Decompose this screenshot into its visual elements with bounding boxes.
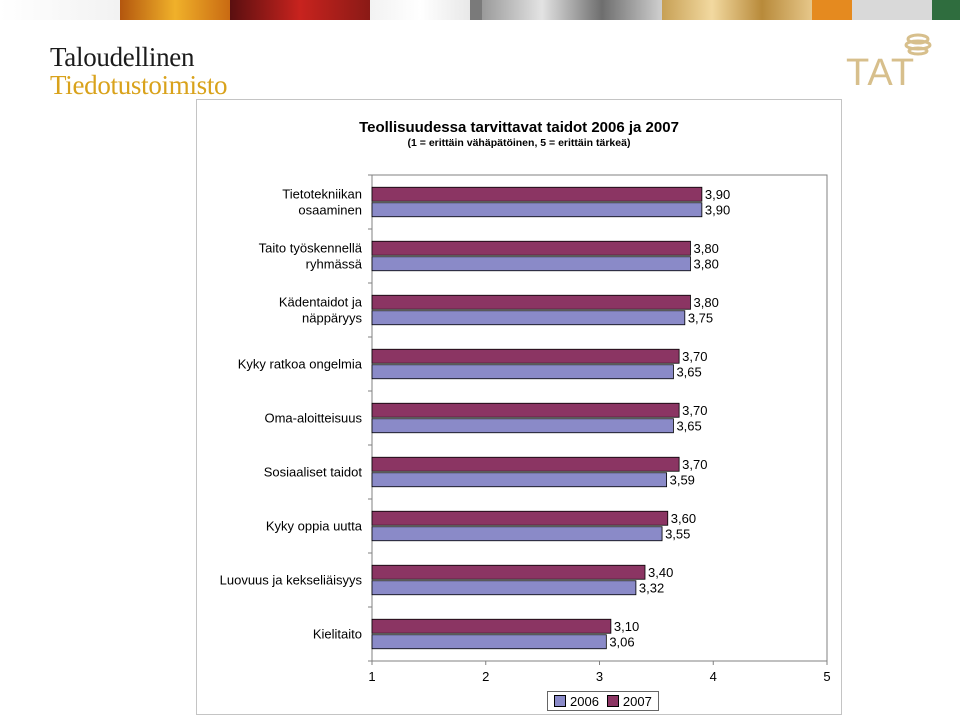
logo-tat-text: TAT — [846, 52, 916, 94]
bar-2006 — [371, 202, 703, 218]
bar-chart: 3,903,90Tietotekniikanosaaminen3,803,80T… — [220, 174, 831, 684]
category-label: Sosiaaliset taidot — [264, 465, 363, 480]
data-label-2006: 3,32 — [639, 580, 664, 595]
category-label: Kyky oppia uutta — [266, 519, 363, 534]
legend: 2006 2007 — [547, 691, 659, 711]
legend-item-2007: 2007 — [606, 693, 652, 709]
bar-2006 — [371, 634, 607, 650]
logo-line-2: Tiedotustoimisto — [50, 70, 228, 100]
category-label: Tietotekniikan — [282, 187, 362, 202]
bar-2007 — [371, 402, 680, 418]
data-label-2006: 3,80 — [694, 256, 719, 271]
bar-2007 — [371, 510, 669, 526]
data-label-2007: 3,80 — [694, 241, 719, 256]
category-label: Taito työskennellä — [259, 241, 363, 256]
logo-line-1: Taloudellinen — [50, 42, 195, 72]
category-label: ryhmässä — [306, 257, 363, 272]
category-label: näppäryys — [302, 311, 362, 326]
data-label-2007: 3,80 — [694, 295, 719, 310]
data-label-2007: 3,10 — [614, 619, 639, 634]
legend-label-2006: 2006 — [570, 693, 599, 709]
category-label: osaaminen — [298, 203, 362, 218]
bar-2007 — [371, 564, 646, 580]
data-label-2006: 3,75 — [688, 310, 713, 325]
bar-2006 — [371, 526, 663, 542]
category-label: Oma-aloitteisuus — [264, 411, 362, 426]
header-banner — [0, 0, 960, 20]
category-label: Kielitaito — [313, 627, 362, 642]
x-tick-label: 5 — [823, 669, 830, 684]
bar-2006 — [371, 256, 691, 272]
bar-2007 — [371, 294, 691, 310]
data-label-2006: 3,65 — [676, 418, 701, 433]
data-label-2007: 3,40 — [648, 565, 673, 580]
swirl-icon — [904, 33, 932, 56]
bar-2006 — [371, 310, 686, 326]
bar-2006 — [371, 364, 674, 380]
data-label-2006: 3,59 — [670, 472, 695, 487]
data-label-2006: 3,65 — [676, 364, 701, 379]
chart-frame: Teollisuudessa tarvittavat taidot 2006 j… — [196, 99, 842, 715]
data-label-2007: 3,70 — [682, 403, 707, 418]
data-label-2007: 3,70 — [682, 349, 707, 364]
logo-tat: TAT — [846, 30, 936, 94]
data-label-2006: 3,55 — [665, 526, 690, 541]
data-label-2007: 3,70 — [682, 457, 707, 472]
x-tick-label: 4 — [710, 669, 717, 684]
bar-2007 — [371, 240, 691, 256]
bar-2007 — [371, 618, 612, 634]
x-tick-label: 1 — [368, 669, 375, 684]
data-label-2007: 3,90 — [705, 187, 730, 202]
bar-2007 — [371, 456, 680, 472]
plot-area — [371, 174, 828, 662]
bar-2006 — [371, 580, 637, 596]
bar-2007 — [371, 186, 703, 202]
legend-item-2006: 2006 — [554, 694, 599, 709]
legend-swatch-2006 — [554, 695, 566, 707]
bar-2006 — [371, 418, 674, 434]
bar-2007 — [371, 348, 680, 364]
legend-swatch-2007 — [606, 695, 619, 707]
chart-subtitle: (1 = erittäin vähäpätöinen, 5 = erittäin… — [407, 137, 631, 149]
x-tick-label: 3 — [596, 669, 603, 684]
category-label: Kädentaidot ja — [279, 295, 363, 310]
chart-title: Teollisuudessa tarvittavat taidot 2006 j… — [359, 119, 679, 136]
logo-taloudellinen-tiedotustoimisto: Taloudellinen Tiedotustoimisto — [50, 42, 228, 100]
category-label: Kyky ratkoa ongelmia — [238, 357, 363, 372]
data-label-2006: 3,90 — [705, 202, 730, 217]
data-label-2006: 3,06 — [609, 634, 634, 649]
x-tick-label: 2 — [482, 669, 489, 684]
data-label-2007: 3,60 — [671, 511, 696, 526]
bar-2006 — [371, 472, 668, 488]
legend-label-2007: 2007 — [622, 693, 652, 709]
category-label: Luovuus ja kekseliäisyys — [220, 573, 363, 588]
